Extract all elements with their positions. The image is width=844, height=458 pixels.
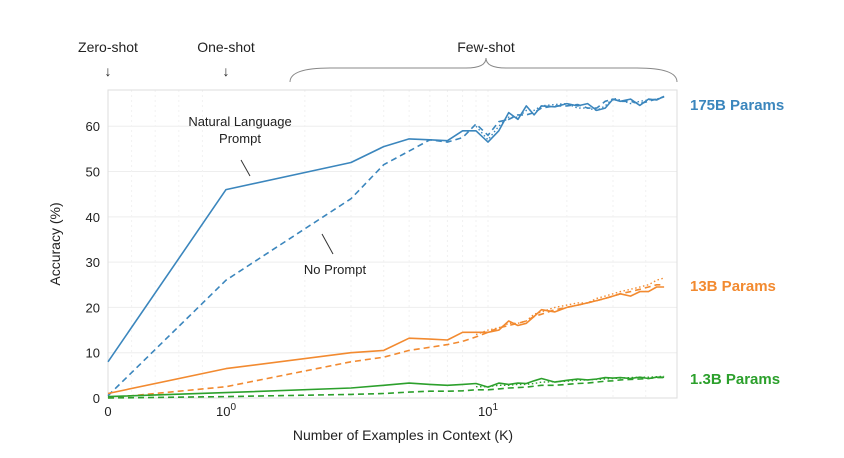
annotation-leader-line (240, 159, 251, 177)
regime-label: One-shot (197, 39, 255, 55)
gridlines (108, 90, 677, 398)
series-line-13b-params-dashed (107, 284, 665, 399)
series-lines (107, 95, 665, 399)
regime-markers: Zero-shot ↓ One-shot ↓ Few-shot (78, 39, 678, 83)
series-line-175b-params-solid (107, 95, 665, 363)
annotation-no-prompt: No Prompt (304, 262, 367, 277)
y-tick-label: 0 (93, 391, 100, 406)
annotation-natural-language-prompt: Natural Language (188, 114, 291, 129)
down-arrow-icon: ↓ (105, 63, 112, 79)
y-tick-label: 40 (86, 210, 100, 225)
annotations: Natural Language Prompt No Prompt (188, 114, 366, 277)
series-label: 13B Params (690, 278, 776, 295)
series-line-175b-params-dashed (107, 96, 665, 397)
x-tick-exponent: 0 (230, 402, 236, 413)
y-tick-label: 20 (86, 300, 100, 315)
series-label: 1.3B Params (690, 371, 780, 388)
x-tick-exponent: 1 (492, 402, 498, 413)
x-tick-label: 101 (478, 402, 498, 419)
x-axis-label: Number of Examples in Context (K) (293, 427, 513, 443)
y-axis-label: Accuracy (%) (47, 202, 63, 285)
few-shot-brace (289, 57, 678, 83)
x-tick-label: 100 (216, 402, 236, 419)
y-tick-label: 50 (86, 165, 100, 180)
series-line-1-3b-params-dotted (476, 375, 665, 388)
series-line-13b-params-dotted (475, 277, 665, 336)
regime-label: Zero-shot (78, 39, 138, 55)
series-line-1-3b-params-dashed (107, 376, 665, 399)
y-tick-label: 30 (86, 255, 100, 270)
annotation-leader-line (321, 233, 334, 255)
regime-label: Few-shot (457, 39, 515, 55)
y-tick-label: 10 (86, 346, 100, 361)
series-line-13b-params-solid (107, 286, 665, 395)
plot-frame (107, 89, 678, 399)
series-label: 175B Params (690, 97, 784, 114)
annotation-natural-language-prompt: Prompt (219, 131, 261, 146)
series-labels: 175B Params 13B Params 1.3B Params (690, 97, 784, 388)
y-tick-label: 60 (86, 119, 100, 134)
down-arrow-icon: ↓ (223, 63, 230, 79)
x-tick-label: 0 (104, 404, 111, 419)
